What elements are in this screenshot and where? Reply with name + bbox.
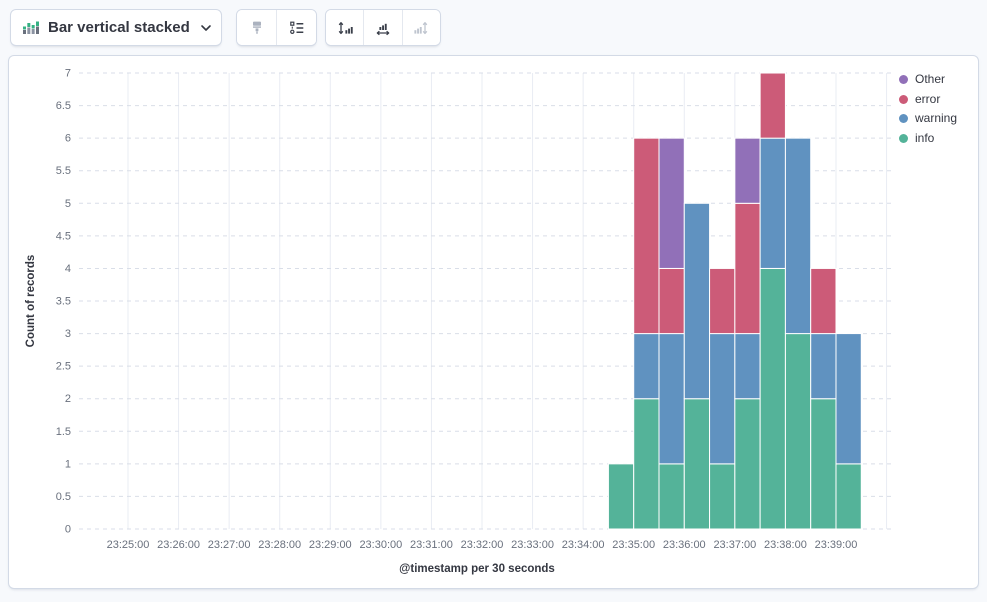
legend-item-Other[interactable]: Other: [899, 73, 957, 86]
svg-text:23:33:00: 23:33:00: [511, 539, 554, 551]
svg-text:23:25:00: 23:25:00: [107, 539, 150, 551]
legend-item-error[interactable]: error: [899, 91, 957, 106]
legend-dot: [899, 94, 908, 104]
stacked-bar-chart-icon: [23, 20, 39, 36]
svg-text:23:34:00: 23:34:00: [562, 539, 605, 551]
axis-button-group: [325, 9, 441, 46]
svg-text:23:37:00: 23:37:00: [713, 539, 756, 551]
svg-text:6: 6: [65, 133, 71, 145]
svg-text:23:28:00: 23:28:00: [258, 539, 301, 551]
x-tick-labels: 23:25:00 23:26:00 23:27:00 23:28:00 23:29:00…: [107, 539, 858, 551]
svg-text:5.5: 5.5: [56, 165, 71, 177]
bar-segment-info[interactable]: [709, 463, 736, 530]
bar-segment-warning[interactable]: [835, 333, 862, 465]
left-axis-icon: [337, 20, 353, 36]
bar-segment-error[interactable]: [633, 137, 660, 335]
bar-segment-warning[interactable]: [709, 333, 736, 465]
bar-segment-error[interactable]: [810, 267, 837, 335]
svg-text:23:35:00: 23:35:00: [612, 539, 655, 551]
brush-settings-button[interactable]: [237, 10, 276, 45]
legend-dot: [899, 75, 908, 84]
svg-text:23:27:00: 23:27:00: [208, 539, 251, 551]
bar-segment-error[interactable]: [734, 202, 761, 335]
bar-segment-error[interactable]: [709, 267, 736, 335]
style-button-group: [236, 9, 317, 46]
svg-text:1.5: 1.5: [56, 426, 71, 438]
bar-segment-error[interactable]: [759, 72, 786, 139]
bar-segment-info[interactable]: [734, 398, 761, 530]
bar-segment-warning[interactable]: [633, 333, 660, 400]
brush-icon: [249, 20, 265, 36]
svg-text:7: 7: [65, 68, 71, 80]
svg-text:23:32:00: 23:32:00: [461, 539, 504, 551]
legend-label: error: [915, 91, 941, 106]
bar-segment-info[interactable]: [759, 267, 786, 530]
bottom-axis-icon: [375, 20, 391, 36]
svg-text:3.5: 3.5: [56, 296, 71, 308]
bar-segment-Other[interactable]: [658, 137, 685, 269]
legend-dot: [899, 133, 908, 143]
bar-segment-warning[interactable]: [784, 137, 812, 335]
chart-type-label: Bar vertical stacked: [48, 19, 190, 36]
svg-text:1: 1: [65, 458, 71, 470]
legend-list-icon: [289, 20, 305, 36]
chart-toolbar: Bar vertical stacked: [0, 0, 987, 55]
legend-settings-button[interactable]: [276, 10, 316, 45]
bars: [607, 72, 862, 530]
svg-text:2: 2: [65, 393, 71, 405]
right-axis-icon: [413, 20, 429, 36]
y-tick-labels: 0 0.5 1 1.5 2 2.5 3 3.5 4 4.5 5 5.5 6 6.5 7: [56, 68, 71, 536]
svg-text:23:38:00: 23:38:00: [764, 539, 807, 551]
svg-text:0: 0: [65, 524, 71, 536]
bar-segment-info[interactable]: [810, 398, 837, 530]
bar-segment-warning[interactable]: [734, 333, 761, 400]
chart-type-selector[interactable]: Bar vertical stacked: [10, 9, 222, 46]
svg-text:23:36:00: 23:36:00: [663, 539, 706, 551]
bar-segment-info[interactable]: [633, 398, 660, 530]
bar-segment-info[interactable]: [784, 333, 812, 530]
left-axis-button[interactable]: [326, 10, 364, 45]
svg-text:23:29:00: 23:29:00: [309, 539, 352, 551]
bar-segment-warning[interactable]: [658, 333, 685, 465]
bottom-axis-button[interactable]: [363, 10, 402, 45]
bar-segment-warning[interactable]: [810, 333, 837, 400]
svg-text:23:31:00: 23:31:00: [410, 539, 453, 551]
legend-dot: [899, 114, 908, 123]
svg-text:5: 5: [65, 198, 71, 210]
svg-text:2.5: 2.5: [56, 361, 71, 373]
y-axis-title: Count of records: [25, 254, 37, 348]
bar-segment-info[interactable]: [835, 463, 862, 530]
chevron-down-icon: [199, 21, 213, 35]
bar-segment-info[interactable]: [683, 398, 711, 530]
legend-label: warning: [915, 111, 958, 125]
bar-segment-Other[interactable]: [734, 137, 761, 204]
bar-segment-info[interactable]: [658, 463, 685, 530]
right-axis-button[interactable]: [401, 10, 440, 45]
legend-item-info[interactable]: info: [899, 130, 957, 145]
bar-segment-error[interactable]: [658, 267, 685, 335]
svg-text:4.5: 4.5: [56, 230, 71, 242]
svg-text:23:39:00: 23:39:00: [815, 539, 858, 551]
legend-item-warning[interactable]: warning: [899, 112, 957, 125]
legend-label: info: [915, 130, 935, 145]
x-axis-title: @timestamp per 30 seconds: [399, 563, 555, 575]
bar-segment-warning[interactable]: [683, 202, 711, 400]
legend-label: Other: [915, 72, 946, 86]
svg-text:6.5: 6.5: [56, 100, 71, 112]
chart-panel: 0 0.5 1 1.5 2 2.5 3 3.5 4 4.5 5 5.5 6 6.5 7 23:25:00 23:…: [8, 55, 979, 589]
svg-text:4: 4: [65, 263, 71, 275]
bar-segment-info[interactable]: [607, 463, 635, 530]
svg-text:23:30:00: 23:30:00: [359, 539, 402, 551]
svg-text:3: 3: [65, 328, 71, 340]
svg-text:23:26:00: 23:26:00: [157, 539, 200, 551]
bar-segment-warning[interactable]: [759, 137, 786, 269]
legend: Other error warning info: [899, 73, 957, 145]
svg-text:0.5: 0.5: [56, 491, 71, 503]
